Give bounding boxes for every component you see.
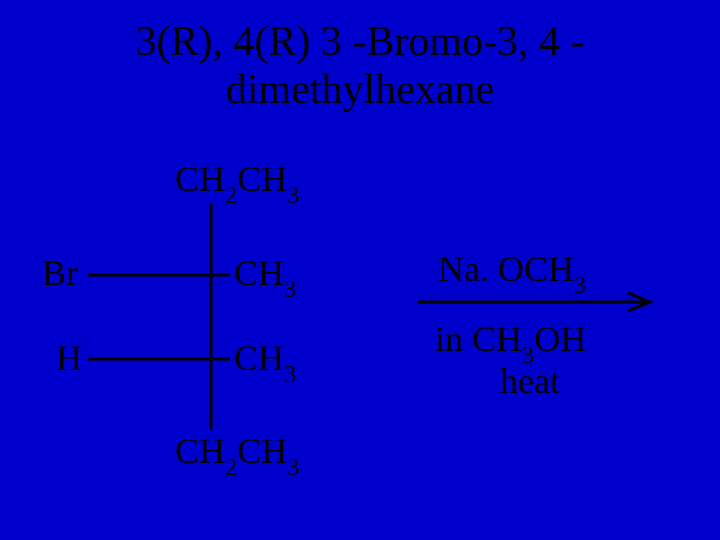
fischer-c3-left: Br	[42, 252, 78, 294]
fischer-c3-right: CH3	[234, 252, 296, 300]
fischer-top-group: CH2CH3	[175, 158, 300, 206]
fischer-lines	[88, 204, 230, 430]
reagent-line3: heat	[500, 360, 560, 402]
reagent-line2: in CH3OH	[435, 318, 586, 366]
reagent-line1: Na. OCH3	[438, 248, 586, 296]
fischer-structure	[0, 0, 720, 540]
slide: 3(R), 4(R) 3 -Bromo-3, 4 - dimethylhexan…	[0, 0, 720, 540]
fischer-bottom-group: CH2CH3	[175, 430, 300, 478]
fischer-c4-right: CH3	[234, 337, 296, 385]
fischer-c4-left: H	[56, 337, 82, 379]
